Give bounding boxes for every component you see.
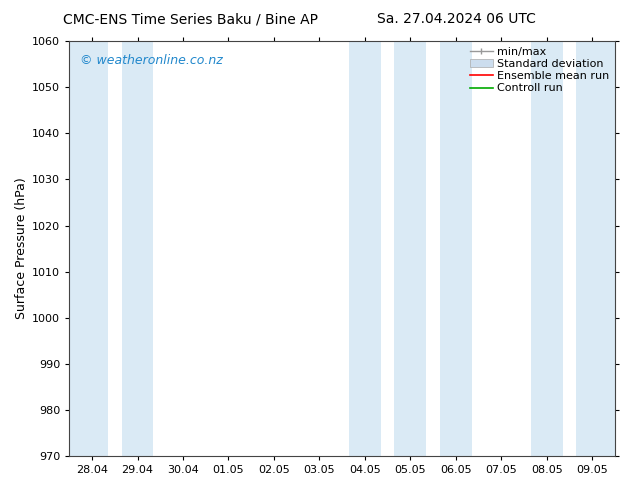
Text: Sa. 27.04.2024 06 UTC: Sa. 27.04.2024 06 UTC [377,12,536,26]
Bar [394,41,426,456]
Legend: min/max, Standard deviation, Ensemble mean run, Controll run: min/max, Standard deviation, Ensemble me… [468,45,612,96]
Text: CMC-ENS Time Series Baku / Bine AP: CMC-ENS Time Series Baku / Bine AP [63,12,318,26]
Bar [122,41,153,456]
Bar [440,41,472,456]
Text: © weatheronline.co.nz: © weatheronline.co.nz [81,54,223,67]
Y-axis label: Surface Pressure (hPa): Surface Pressure (hPa) [15,178,28,319]
Bar [349,41,380,456]
Bar [69,41,108,456]
Bar [531,41,562,456]
Bar [576,41,615,456]
